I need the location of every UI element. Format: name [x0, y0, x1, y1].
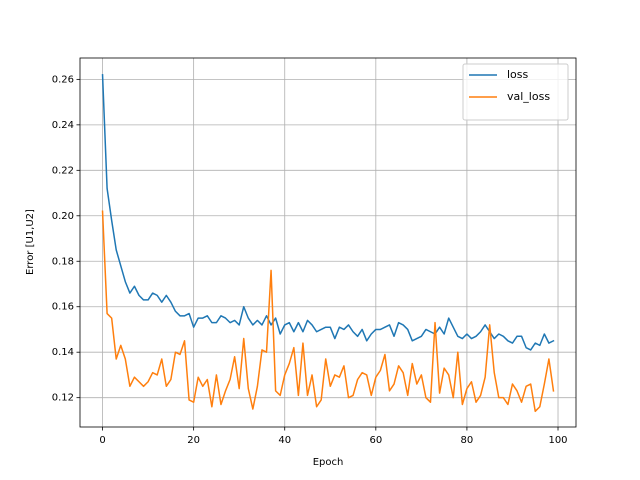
- y-tick-label: 0.16: [52, 302, 74, 313]
- y-tick-label: 0.22: [52, 165, 74, 176]
- x-tick-label: 40: [278, 435, 291, 446]
- y-tick-label: 0.12: [52, 393, 74, 404]
- x-tick-label: 100: [548, 435, 567, 446]
- y-tick-label: 0.18: [52, 256, 74, 267]
- x-tick-label: 20: [187, 435, 200, 446]
- y-tick-label: 0.20: [52, 211, 74, 222]
- axes-frame: [79, 57, 577, 428]
- x-tick-label: 60: [369, 435, 382, 446]
- line-series: [101, 210, 555, 413]
- x-axis-label: Epoch: [313, 457, 344, 468]
- y-tick-label: 0.26: [52, 74, 74, 85]
- line-series: [101, 74, 555, 351]
- x-tick-label: 0: [99, 435, 105, 446]
- y-axis-label: Error [U1,U2]: [25, 209, 36, 275]
- legend-label: val_loss: [507, 90, 550, 103]
- y-tick-label: 0.24: [52, 120, 74, 131]
- legend-label: loss: [507, 68, 529, 81]
- legend-box: [462, 63, 569, 121]
- x-tick-label: 80: [461, 435, 474, 446]
- y-tick-label: 0.14: [52, 347, 74, 358]
